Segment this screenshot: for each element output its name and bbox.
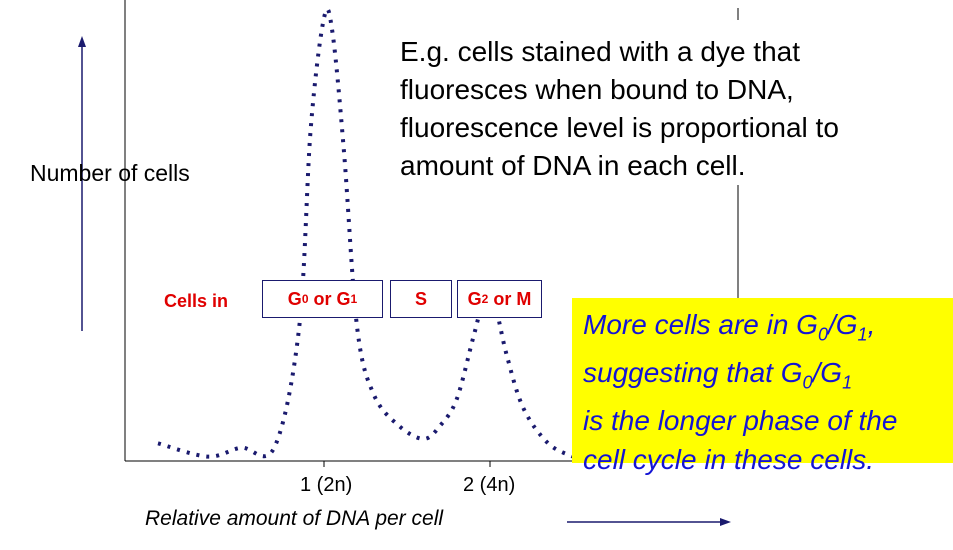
y-arrow-head [78, 36, 86, 47]
cells-in-label: Cells in [164, 291, 229, 311]
conclusion-callout: More cells are in G0/G1, suggesting that… [572, 298, 953, 475]
x-axis-label: Relative amount of DNA per cell [145, 507, 444, 530]
description-text: E.g. cells stained with a dye that fluor… [400, 33, 839, 185]
callout-line: is the longer phase of the [583, 405, 898, 437]
x-arrow-head [720, 518, 731, 526]
callout-line: suggesting that G0/G1 [583, 357, 853, 393]
description-line: E.g. cells stained with a dye that [400, 36, 800, 67]
description-line: fluoresces when bound to DNA, [400, 74, 794, 105]
description-line: amount of DNA in each cell. [400, 150, 746, 181]
y-axis-label: Number of cells [30, 160, 190, 186]
phase-box-s: S [390, 280, 452, 318]
callout-line: cell cycle in these cells. [583, 443, 875, 475]
x-tick-label: 1 (2n) [300, 474, 353, 496]
description-line: fluorescence level is proportional to [400, 112, 839, 143]
x-tick-label: 2 (4n) [463, 474, 516, 496]
callout-line: More cells are in G0/G1, [583, 309, 876, 345]
